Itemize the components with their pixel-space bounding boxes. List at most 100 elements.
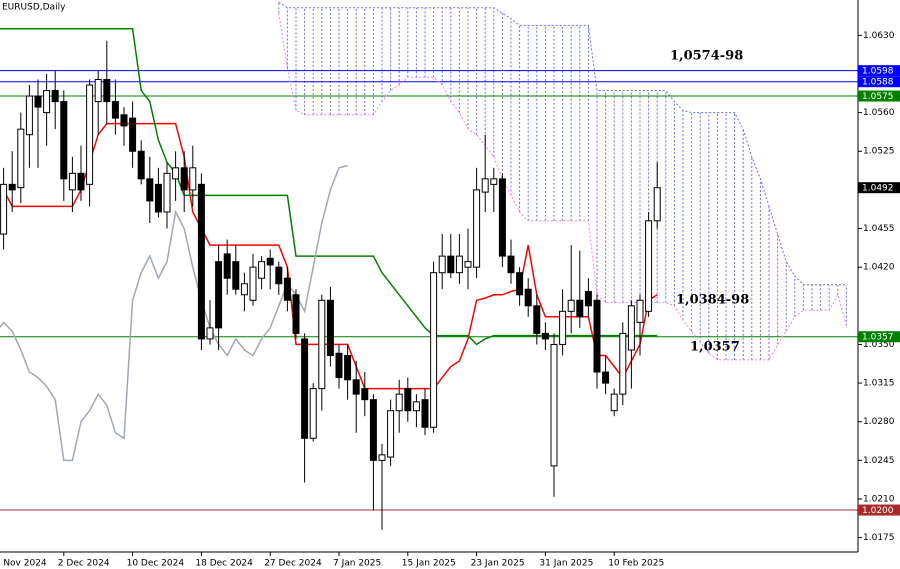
candle-body [533,305,541,334]
candle-body [619,332,627,395]
candle-body [567,299,575,312]
candle-body [154,183,162,213]
candle-body [8,183,16,191]
candle-body [146,178,154,202]
candle-body [223,253,231,279]
x-tick-label: 10 Feb 2025 [608,559,664,569]
chart-title: EURUSD,Daily [2,3,66,13]
candle-body [636,299,644,323]
plot-area [0,1,858,530]
candle-body [627,305,635,351]
candle-body [103,78,111,103]
price-box-label: 1.0575 [862,92,894,102]
candle-body [602,371,610,384]
candle-body [490,178,498,185]
candle-body [318,299,326,390]
candle-body [395,393,403,412]
candle-body [464,261,472,268]
y-tick-label: 1.0210 [863,495,895,505]
candle-body [455,255,463,274]
candle-body [507,255,515,274]
candle-body [292,294,300,334]
candle-body [60,101,68,180]
y-tick-label: 1.0420 [863,263,895,273]
candle-body [206,327,214,340]
candle-body [249,266,257,301]
x-tick-label: 18 Dec 2024 [195,559,253,569]
price-box [858,90,900,102]
candle-body [258,261,266,279]
candle-body [412,401,420,412]
candle-body [180,167,188,191]
candle-body [232,261,240,290]
candle-body [17,128,25,189]
candle-body [163,172,171,213]
y-tick-label: 1.0175 [863,533,895,543]
candle-body [34,95,42,108]
candle-body [77,172,85,191]
y-tick-label: 1.0280 [863,417,895,427]
candle-body [610,393,618,412]
candle-body [94,78,102,103]
candle-body [438,255,446,274]
price-box-label: 1.0200 [862,506,894,516]
x-tick-label: 15 Jan 2025 [402,559,456,569]
price-box-label: 1.0598 [862,67,894,77]
price-box [858,504,900,516]
y-tick-label: 1.0350 [863,340,895,350]
candle-body [369,399,377,461]
candle-body [541,332,549,340]
candle-body [421,399,429,428]
price-box-label: 1.0357 [862,333,894,343]
x-tick-label: 2 Dec 2024 [58,559,110,569]
candle-body [189,167,197,191]
x-tick-label: 31 Jan 2025 [539,559,593,569]
y-tick-label: 1.0525 [863,147,895,157]
price-box-label: 1.0492 [862,184,894,194]
annotation: 1,0384-98 [676,293,749,308]
indicator-line [278,13,847,361]
candle-body [524,288,532,307]
candle-body [352,379,360,395]
candle-body [275,266,283,285]
price-box [858,331,900,343]
candle-body [473,189,481,268]
x-tick-label: 22 Nov 2024 [0,559,47,569]
candle-body [0,183,8,235]
candle-body [361,388,369,401]
candle-body [283,277,291,301]
candle-body [645,220,653,312]
annotation: 1,0574-98 [670,49,743,64]
x-tick-label: 7 Jan 2025 [333,559,381,569]
candle-body [404,388,412,412]
candle-body [498,178,506,257]
candle-body [559,310,567,345]
y-tick-label: 1.0455 [863,224,895,234]
y-tick-label: 1.0630 [863,31,895,41]
candle-body [344,354,352,381]
candle-body [120,114,128,127]
indicator-line [0,122,658,390]
y-tick-label: 1.0245 [863,456,895,466]
candle-body [309,388,317,439]
candle-body [43,90,51,114]
x-tick-label: 23 Jan 2025 [471,559,525,569]
candle-body [111,101,119,119]
candle-body [197,183,205,340]
y-tick-label: 1.0315 [863,379,895,389]
candle-body [447,255,455,274]
candle-body [550,343,558,467]
candle-body [593,299,601,373]
price-box [858,182,900,194]
candle-body [301,338,309,439]
candle-body [481,178,489,193]
candle-body [326,299,334,356]
candle-body [335,352,343,379]
candle-body [378,454,386,461]
candle-body [68,172,76,191]
annotation: 1,0357 [690,340,740,355]
candle-body [172,167,180,180]
candle-body [25,95,33,136]
